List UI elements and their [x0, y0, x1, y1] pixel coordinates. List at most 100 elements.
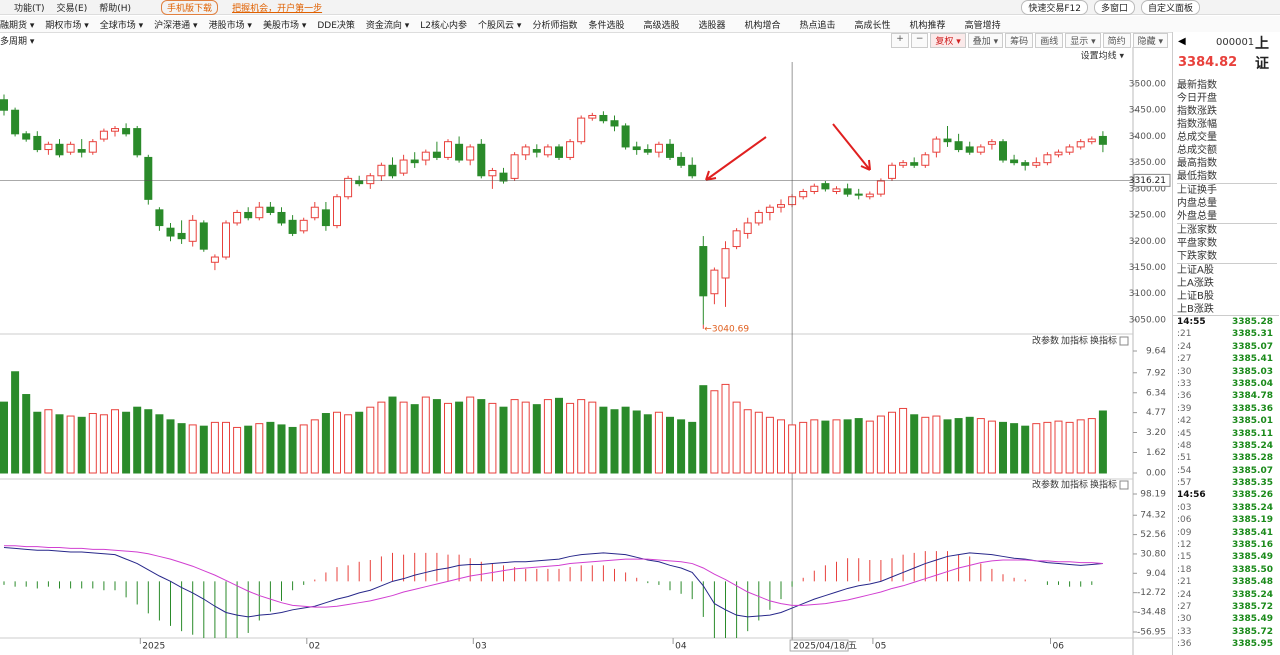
tick-time: :27 [1177, 354, 1192, 365]
candle-body [432, 151, 441, 158]
nav-item[interactable]: 高管增持 [964, 20, 1001, 31]
candle-body [688, 164, 697, 177]
promo-link[interactable]: 把握机会，开户第一步 [232, 3, 323, 14]
volume-bar [1010, 423, 1019, 474]
volume-bar [521, 401, 530, 474]
candle-body [854, 193, 863, 196]
tool-button[interactable]: + [891, 32, 909, 48]
close-box [1119, 336, 1129, 346]
y-tick-label: 52.56 [1140, 530, 1166, 540]
candle-body [954, 141, 963, 151]
nav-item[interactable]: 高级选股 [643, 20, 680, 31]
nav-item[interactable]: 资金流向 ▾ [365, 20, 410, 31]
tick-price: 3385.36 [1232, 403, 1273, 414]
tool-button[interactable]: 筹码 [1005, 32, 1034, 48]
nav-item[interactable]: 美股市场 ▾ [262, 20, 307, 31]
tool-button[interactable]: 隐藏 ▾ [1132, 32, 1168, 48]
volume-bar [455, 401, 464, 474]
y-tick-label: 3.20 [1146, 428, 1166, 438]
tick-row: :21 3385.31 [1173, 328, 1279, 340]
field-label: 总成交额 [1177, 145, 1217, 156]
field-label: 最高指数 [1177, 158, 1217, 169]
y-tick-label: 98.19 [1140, 490, 1166, 500]
candle-body [510, 154, 519, 179]
candle-body [777, 204, 785, 208]
volume-bar [799, 421, 808, 474]
top-button[interactable]: 多窗口 [1093, 0, 1135, 15]
nav-item[interactable]: 机构推荐 [909, 20, 946, 31]
nav-item[interactable]: 高成长性 [854, 20, 891, 31]
tool-button[interactable]: 简约 [1102, 32, 1131, 48]
volume-bar [111, 409, 119, 474]
nav-item[interactable]: L2核心内参 [420, 20, 468, 31]
panel-tool: 加指标 [1061, 335, 1088, 347]
nav-item[interactable]: 选股器 [698, 20, 726, 31]
tool-group: + − 复权 ▾ 叠加 ▾ 筹码 画线 显示 ▾ 简约 隐藏 ▾ [891, 32, 1168, 48]
nav-item[interactable]: 机构增合 [744, 20, 781, 31]
nav-item[interactable]: 融期货 ▾ [0, 20, 35, 31]
candle-body [299, 219, 308, 232]
nav-item[interactable]: 条件选股 [588, 20, 625, 31]
candle-body [44, 143, 53, 151]
tick-price: 3385.50 [1232, 564, 1273, 575]
candle-body [310, 206, 319, 219]
tick-row: :36 3384.78 [1173, 390, 1279, 402]
volume-bar [654, 411, 663, 474]
volume-bar [410, 404, 419, 474]
volume-bar [899, 407, 908, 474]
tool-button[interactable]: 画线 [1035, 32, 1064, 48]
tick-row: :57 3385.35 [1173, 477, 1279, 489]
macd-line [4, 545, 1103, 608]
nav-item[interactable]: DDE决策 [317, 20, 355, 31]
top-button[interactable]: 自定义面板 [1140, 0, 1200, 15]
tick-list: 14:55 3385.28:21 3385.31:24 3385.07:27 3385.… [1173, 315, 1279, 651]
tool-button[interactable]: 叠加 ▾ [967, 32, 1004, 48]
field-label: 上A涨跌 [1177, 278, 1214, 289]
tick-time: :39 [1177, 403, 1192, 414]
field-label: 上证换手 [1177, 185, 1217, 196]
menu-item[interactable]: 功能(T) [14, 3, 45, 14]
volume-bar [765, 416, 774, 474]
candle-body [88, 141, 97, 153]
volume-bar [732, 401, 741, 474]
y-tick-label: 3150.00 [1129, 263, 1166, 273]
tick-time: :21 [1177, 329, 1192, 340]
nav-item[interactable]: 个股风云 ▾ [478, 20, 522, 31]
nav-item[interactable]: 全球市场 ▾ [99, 20, 144, 31]
tool-button[interactable]: 复权 ▾ [930, 32, 966, 48]
nav-item[interactable]: 期权市场 ▾ [45, 20, 89, 31]
candle-body [1076, 141, 1085, 148]
y-tick-label: 7.92 [1146, 368, 1166, 378]
candle-body [1098, 135, 1107, 145]
candle-body [33, 135, 42, 151]
candle-body [943, 138, 952, 143]
nav-item[interactable]: 分析师指数 [532, 20, 578, 31]
promo-link[interactable]: 手机版下载 [161, 0, 219, 15]
date-box [789, 639, 849, 652]
tick-row: :09 3385.41 [1173, 527, 1279, 539]
y-tick-label: 3200.00 [1129, 237, 1166, 247]
tick-row: :21 3385.48 [1173, 576, 1279, 588]
volume-bar [133, 406, 142, 474]
field-label: 指数涨幅 [1177, 119, 1217, 130]
tick-price: 3385.28 [1232, 317, 1273, 327]
tool-button[interactable]: − [910, 32, 929, 48]
red-arrow [705, 136, 767, 181]
period-select[interactable]: 多周期 ▾ [0, 36, 35, 47]
menu-item[interactable]: 交易(E) [56, 3, 88, 14]
top-button[interactable]: 快速交易F12 [1021, 0, 1088, 15]
nav-item[interactable]: 沪深港通 ▾ [154, 20, 198, 31]
nav-item[interactable]: 港股市场 ▾ [208, 20, 252, 31]
y-tick-label: -34.48 [1137, 608, 1166, 618]
volume-bar [210, 421, 219, 474]
field-list: 最新指数 今日开盘 指数涨跌 指数涨幅 总成交量 总成交额 最高指数 最低指数 上证换手 内盘总量… [1177, 79, 1277, 316]
volume-bar [610, 409, 619, 474]
volume-bar [588, 401, 597, 474]
nav-item[interactable]: 热点追击 [799, 20, 836, 31]
menu-item[interactable]: 帮助(H) [99, 3, 132, 14]
volume-bar [910, 414, 919, 474]
tick-row: :54 3385.07 [1173, 465, 1279, 477]
tool-button[interactable]: 显示 ▾ [1065, 32, 1101, 48]
candle-body [188, 219, 197, 242]
volume-bar [1087, 418, 1096, 474]
